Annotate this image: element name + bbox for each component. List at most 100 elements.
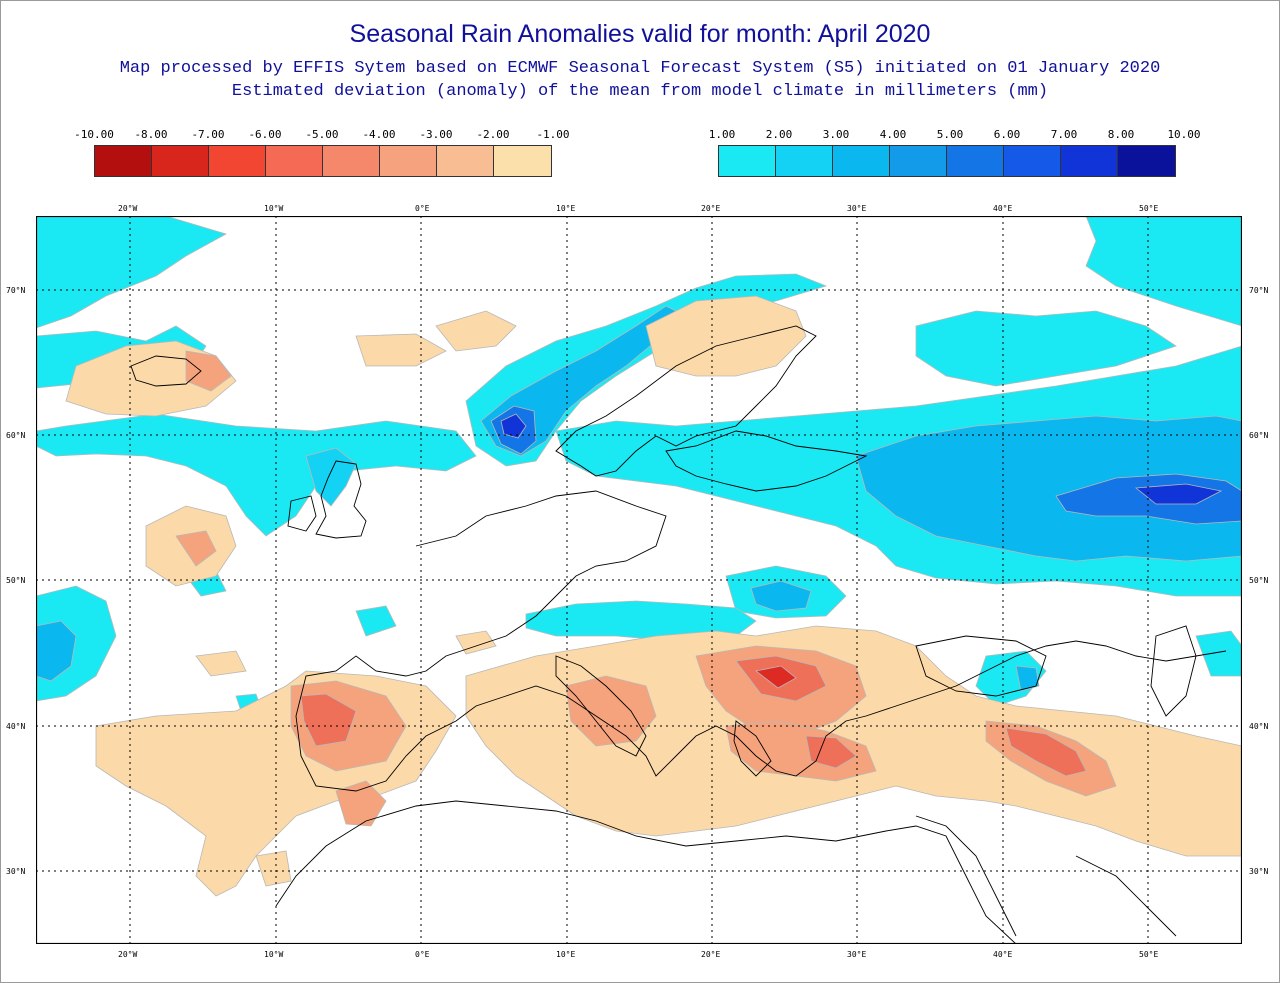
lon-label-top: 20°W [118,204,138,213]
legend-tick-pos: 10.00 [1167,128,1201,141]
wet-region-north-atlantic [35,413,477,537]
wet-region-central-europe [525,600,757,642]
wet-region-norway-peak [500,413,527,439]
dry-region-mediterranean [465,625,1243,857]
lon-label-top: 10°W [264,204,284,213]
lat-label-right: 70°N [1249,286,1269,295]
legend-tick-neg: -7.00 [191,128,225,141]
dry-region-iberia-core [300,693,357,747]
map-title: Seasonal Rain Anomalies valid for month:… [349,20,931,48]
lat-label-right: 40°N [1249,722,1269,731]
legend-positive-colorbar [718,145,1176,177]
dry-region-north-sea [355,333,447,367]
legend-swatch-neg-8 [494,146,551,176]
wet-region-speck [355,605,397,637]
map-subtitle-units: Estimated deviation (anomaly) of the mea… [231,82,1049,101]
legend-swatch-pos-5 [947,146,1004,176]
coast-black-sea [915,635,1047,697]
legend-swatch-pos-6 [1004,146,1061,176]
coast-north-africa [275,800,1017,945]
legend-tick-neg: -2.00 [476,128,510,141]
lon-label-top: 40°E [993,204,1013,213]
dry-anomaly-layer [65,295,1243,897]
wet-region-black-sea-core [1015,665,1040,692]
legend-swatch-neg-7 [437,146,494,176]
wet-region-barents [915,310,1177,387]
dry-region-speck [195,650,247,677]
dry-region-norway-north [435,310,517,352]
legend-tick-pos: 7.00 [1050,128,1078,141]
lon-label-bottom: 50°E [1139,950,1159,959]
lon-label-bottom: 30°E [847,950,867,959]
dry-region-italy [565,675,657,747]
coast-ireland [287,495,317,532]
dry-region-greece-core [805,735,857,769]
map-border [35,215,1243,945]
legend-swatch-neg-5 [323,146,380,176]
coast-scandinavia [555,325,817,477]
legend-tick-neg: -5.00 [305,128,339,141]
lon-label-bottom: 10°E [556,950,576,959]
dry-region-iceland-core [185,350,232,392]
lat-label-left: 70°N [6,286,26,295]
legend-tick-pos: 1.00 [708,128,736,141]
lon-label-top: 20°E [701,204,721,213]
coast-italy [555,655,647,757]
lon-label-bottom: 40°E [993,950,1013,959]
anomaly-map[interactable] [35,215,1243,945]
legend-tick-pos: 3.00 [822,128,850,141]
legend-tick-neg: -8.00 [134,128,168,141]
legend-tick-neg: -4.00 [362,128,396,141]
lon-label-top: 10°E [556,204,576,213]
legend-tick-neg: -3.00 [419,128,453,141]
coast-greece [733,720,772,777]
legend-swatch-neg-6 [380,146,437,176]
legend-tick-pos: 6.00 [993,128,1021,141]
graticule-layer [36,216,1242,944]
legend-tick-pos: 8.00 [1107,128,1135,141]
lon-label-top: 30°E [847,204,867,213]
wet-region-ukraine-core [750,580,812,612]
coast-baltic [665,430,868,492]
coast-europe-mainland [295,490,1227,792]
lon-label-top: 50°E [1139,204,1159,213]
wet-region-greenland [35,215,228,329]
legend-swatch-pos-3 [833,146,890,176]
lat-label-left: 30°N [6,867,26,876]
legend-tick-pos: 4.00 [879,128,907,141]
lat-label-left: 50°N [6,576,26,585]
dry-region-speck [455,630,497,655]
legend-swatch-pos-2 [776,146,833,176]
lat-label-right: 30°N [1249,867,1269,876]
legend-swatch-pos-1 [719,146,776,176]
lon-label-bottom: 20°W [118,950,138,959]
lat-label-right: 50°N [1249,576,1269,585]
dry-region-morocco [335,780,387,827]
coast-red-sea-arabia [915,815,1177,937]
lat-label-left: 40°N [6,722,26,731]
legend-swatch-neg-2 [152,146,209,176]
dry-region-balkans-peak [755,665,797,689]
lon-label-bottom: 10°W [264,950,284,959]
lat-label-right: 60°N [1249,431,1269,440]
wet-region-russia-mid [855,415,1243,562]
lon-label-bottom: 20°E [701,950,721,959]
legend-swatch-pos-8 [1118,146,1175,176]
legend-negative-colorbar [94,145,552,177]
legend-swatch-neg-4 [266,146,323,176]
map-subtitle-processing: Map processed by EFFIS Sytem based on EC… [119,59,1161,78]
wet-anomaly-layer [35,215,1243,712]
anomaly-map-svg [35,215,1243,945]
wet-region-russia-peak [1134,483,1223,505]
wet-region-black-sea [975,650,1047,707]
legend-swatch-pos-7 [1061,146,1118,176]
dry-region-atlantic-core [175,530,217,567]
legend-swatch-neg-1 [95,146,152,176]
legend-tick-neg: -6.00 [248,128,282,141]
dry-region-scandinavia [645,295,807,377]
coast-caspian [1150,625,1197,717]
lat-label-left: 60°N [6,431,26,440]
legend-tick-pos: 2.00 [765,128,793,141]
legend-tick-neg: -10.00 [74,128,114,141]
coast-iceland [130,355,202,387]
